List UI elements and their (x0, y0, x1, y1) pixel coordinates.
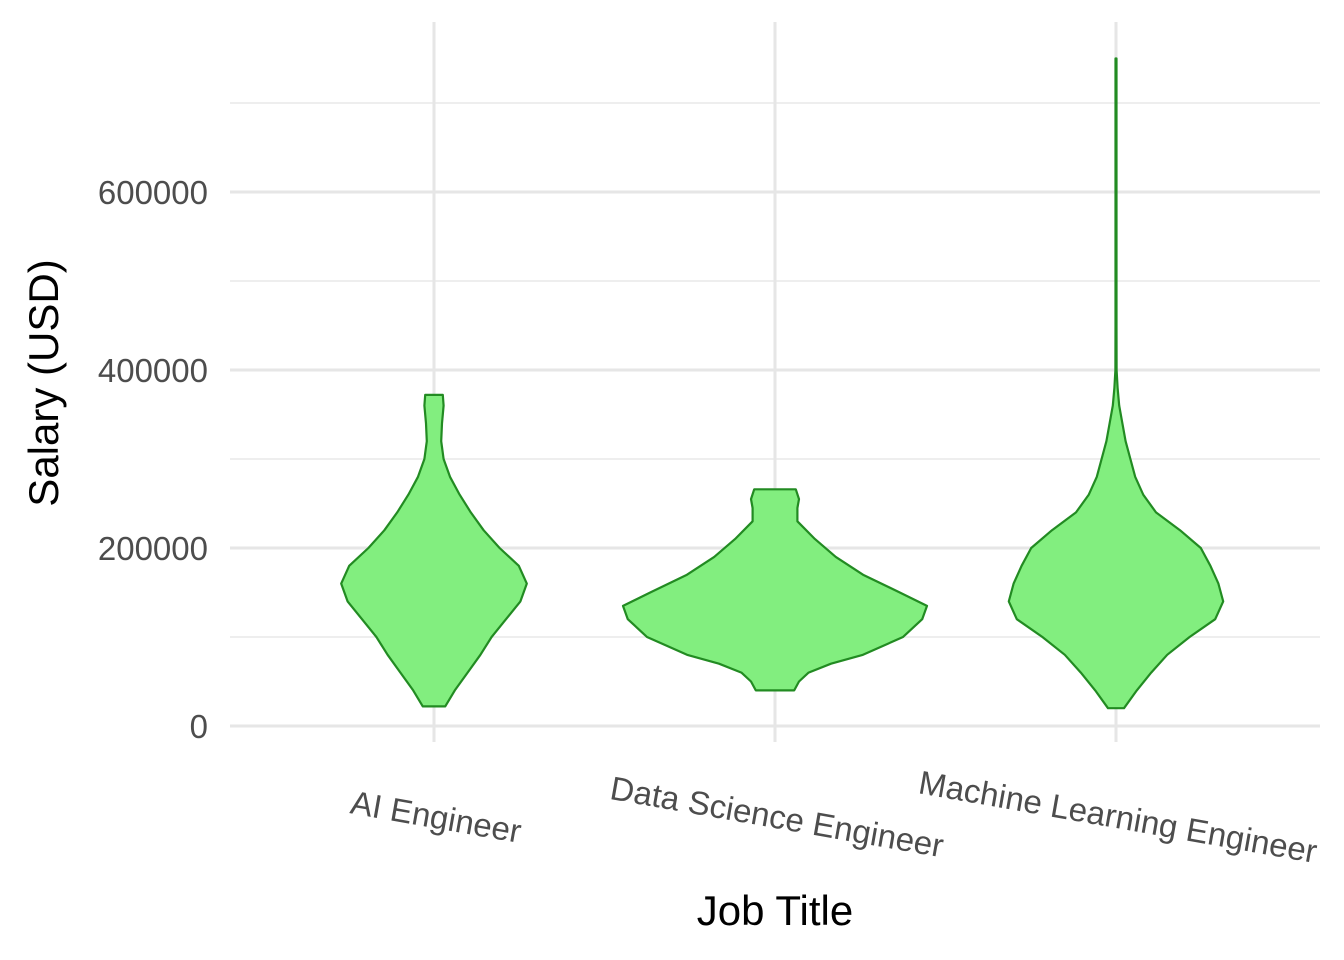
x-axis-title: Job Title (697, 887, 853, 934)
violin-ai-engineer (340, 393, 528, 708)
x-tick-label: Data Science Engineer (608, 769, 947, 864)
y-tick-label: 200000 (98, 530, 208, 567)
violins (340, 57, 1225, 710)
y-axis-title: Salary (USD) (20, 259, 67, 506)
x-tick-label: AI Engineer (348, 783, 524, 849)
y-tick-label: 400000 (98, 352, 208, 389)
violin-machine-learning-engineer (1007, 57, 1225, 710)
x-tick-label: Machine Learning Engineer (916, 763, 1320, 870)
violin-data-science-engineer (621, 488, 929, 692)
y-tick-labels: 0 200000 400000 600000 (98, 174, 208, 745)
y-tick-label: 600000 (98, 174, 208, 211)
y-tick-label: 0 (190, 708, 208, 745)
x-tick-labels: AI Engineer Data Science EngineerMachine … (348, 763, 1320, 870)
